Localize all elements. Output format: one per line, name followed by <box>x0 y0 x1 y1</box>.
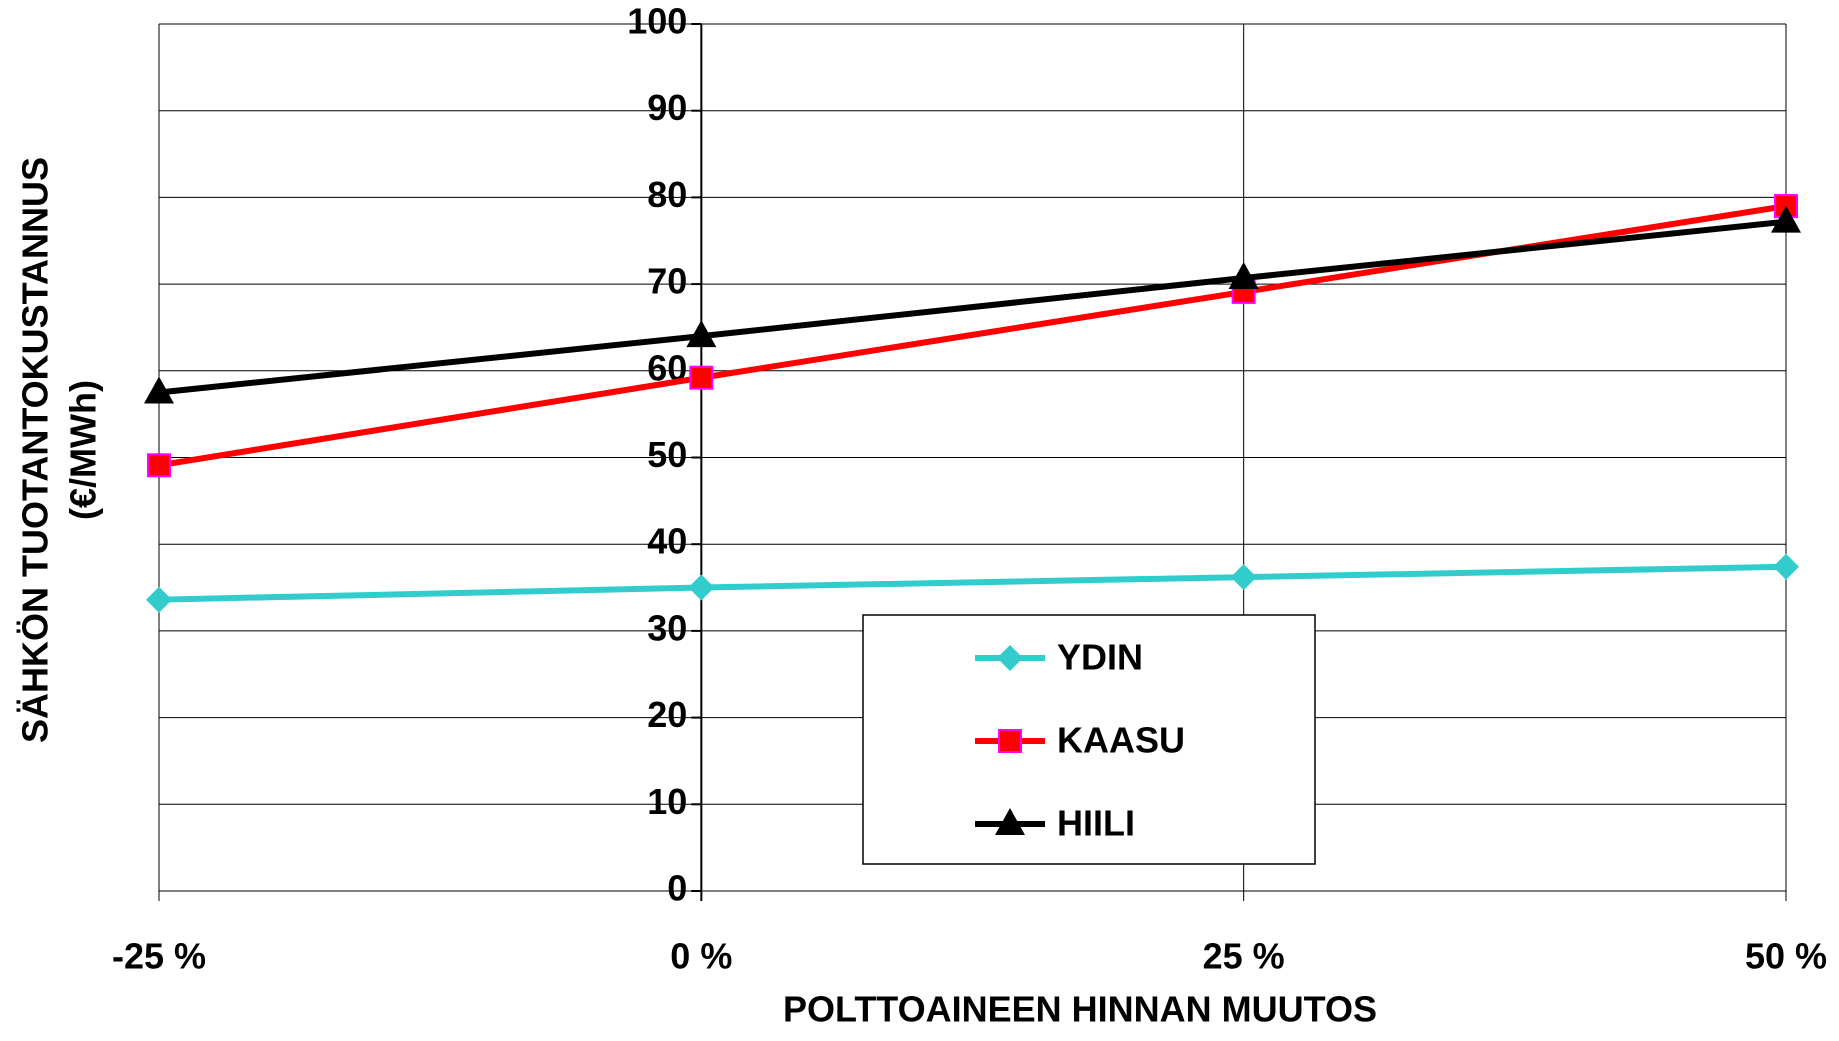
y-tick-label: 30 <box>647 607 687 648</box>
y-tick-label: 0 <box>667 868 687 909</box>
y-tick-label: 10 <box>647 781 687 822</box>
marker <box>147 453 171 478</box>
y-tick-label: 70 <box>647 261 687 302</box>
series-line <box>158 563 1787 603</box>
legend-box <box>862 614 1316 865</box>
marker <box>1230 564 1257 591</box>
marker <box>688 574 715 601</box>
x-axis-label: POLTTOAINEEN HINNAN MUUTOS <box>783 989 1377 1030</box>
series-line <box>158 218 1787 396</box>
marker <box>997 645 1023 671</box>
y-axis-label: SÄHKÖN TUOTANTOKUSTANNUS <box>15 157 56 743</box>
x-tick-label: 50 % <box>1745 936 1827 977</box>
y-tick-label: 20 <box>647 694 687 735</box>
legend-label: HIILI <box>1057 803 1135 844</box>
marker <box>686 320 717 348</box>
legend-label: KAASU <box>1057 720 1185 761</box>
marker <box>998 729 1022 753</box>
marker <box>995 808 1025 835</box>
marker <box>1771 205 1801 233</box>
x-tick-label: -25 % <box>112 936 206 977</box>
x-tick-label: 0 % <box>670 936 732 977</box>
y-tick-label: 100 <box>627 1 687 42</box>
marker <box>1773 553 1799 580</box>
x-tick-label: 25 % <box>1203 936 1285 977</box>
y-tick-label: 90 <box>647 87 687 128</box>
y-axis-label: (€/MWh) <box>63 380 104 520</box>
marker <box>144 376 174 404</box>
y-tick-label: 50 <box>647 434 687 475</box>
legend-label: YDIN <box>1057 637 1143 678</box>
marker <box>1228 262 1259 290</box>
legend: YDIN KAASU HIILI <box>862 614 1316 865</box>
y-tick-label: 80 <box>647 174 687 215</box>
marker <box>146 586 172 613</box>
y-tick-label: 40 <box>647 521 687 562</box>
marker <box>689 365 714 390</box>
